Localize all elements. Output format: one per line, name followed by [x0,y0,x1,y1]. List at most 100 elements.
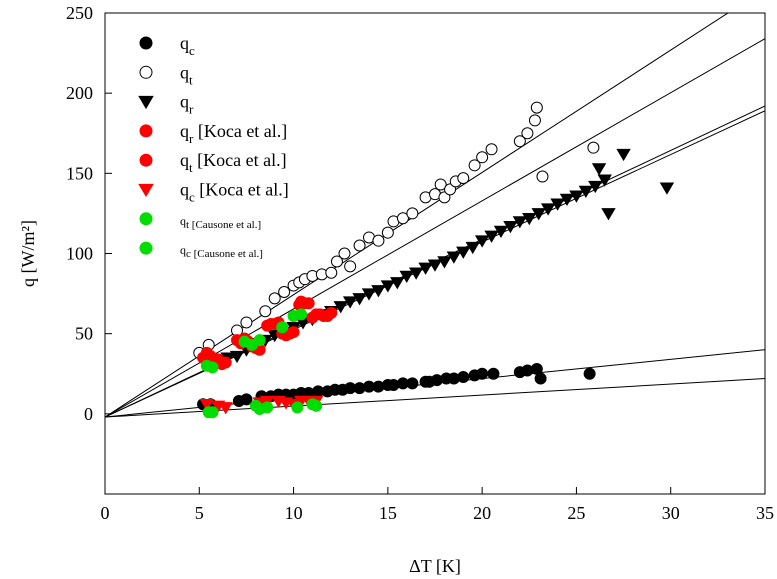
data-point [338,247,351,260]
data-point [390,277,405,290]
data-point [427,259,443,272]
legend-label: qc [180,33,195,58]
data-point [342,296,358,309]
legend-marker [139,124,153,138]
data-point [583,367,596,380]
y-tick-label: 250 [66,3,93,23]
data-point [199,398,215,412]
data-point [418,262,433,275]
data-point [487,367,500,380]
data-point [434,178,447,191]
data-point [534,372,547,385]
data-point [476,367,489,380]
legend-item: qc [Causone et al.] [139,241,263,260]
y-axis-title: q [W/m²] [18,220,38,287]
data-point [372,234,385,247]
y-tick-label: 50 [75,324,93,344]
legend: qc qt qr qr [Koca et al.] qt [Koca et al.] qc… [138,33,289,260]
data-point [457,172,470,185]
data-point [503,220,518,234]
data-point [659,182,675,195]
data-point [408,267,424,280]
x-axis-ticks: 0 5 10 15 20 25 30 35 [101,487,774,523]
data-point [283,327,296,340]
data-point [521,127,534,140]
x-tick-label: 20 [473,503,491,523]
data-point [295,308,308,321]
data-point [276,321,289,334]
data-point [474,235,490,248]
data-point [325,266,338,279]
data-point [371,285,386,298]
data-point [465,241,480,255]
data-point [559,193,575,206]
data-point [528,114,541,127]
y-tick-label: 100 [66,244,93,264]
legend-marker [138,183,154,198]
legend-marker [138,95,154,110]
legend-item: qt [Causone et al.] [139,212,261,231]
legend-marker [139,36,153,50]
legend-marker [139,212,153,226]
data-point [476,151,489,164]
data-point [253,334,266,347]
data-point [302,297,315,310]
data-point [540,203,556,216]
data-point [261,401,274,414]
data-point [513,135,526,148]
x-tick-label: 30 [662,503,680,523]
legend-label: qt [Causone et al.] [180,214,261,231]
data-point [361,288,377,301]
data-point [381,226,394,239]
data-point [259,305,272,318]
data-point [485,143,498,156]
x-axis-title: ΔT [K] [409,556,461,576]
legend-item: qt [139,62,193,87]
data-point [569,190,584,203]
legend-item: qr [Koca et al.] [139,121,287,146]
legend-label: qt [180,62,193,87]
legend-marker [139,153,153,167]
data-point [278,285,291,298]
fit-line [105,13,729,418]
data-point [229,350,245,364]
y-tick-label: 0 [84,404,93,424]
data-point [437,256,452,269]
legend-item: qc [139,33,195,58]
y-axis-ticks: 0 50 100 150 200 250 [66,3,112,424]
legend-label: qc [Causone et al.] [180,243,263,260]
data-point [597,174,612,187]
x-tick-label: 15 [379,503,397,523]
data-point [333,301,348,314]
data-point [456,246,471,259]
y-tick-label: 200 [66,83,93,103]
data-point [530,101,543,114]
data-point [200,346,213,359]
data-point [240,316,253,329]
legend-item: qt [Koca et al.] [139,150,287,175]
data-point [512,216,528,229]
data-marks [193,101,675,419]
data-point [438,191,451,204]
data-point [218,402,233,415]
data-point [457,370,470,383]
data-point [444,183,457,196]
legend-label: qr [180,92,194,117]
data-point [522,212,537,226]
data-point [310,399,323,412]
data-point [578,185,594,198]
data-point [396,212,409,225]
data-point [616,148,631,162]
y-tick-label: 150 [66,163,93,183]
data-point [206,361,219,374]
data-point [406,207,419,220]
data-point [353,239,366,252]
x-tick-label: 10 [285,503,303,523]
data-point [446,251,462,264]
data-point [352,293,367,306]
data-point [588,180,603,194]
legend-marker [139,65,153,79]
data-point [268,292,281,305]
data-point [493,225,509,239]
